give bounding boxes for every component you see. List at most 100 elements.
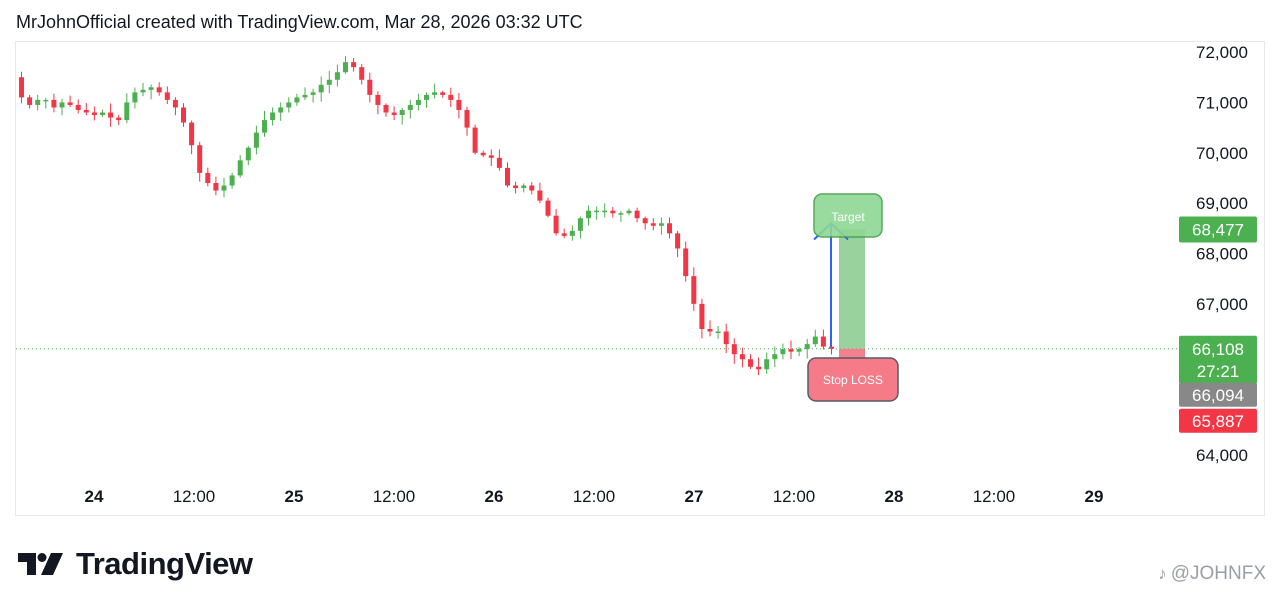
candle-body[interactable] bbox=[75, 104, 81, 110]
candle-body[interactable] bbox=[569, 230, 575, 236]
candle-body[interactable] bbox=[829, 346, 834, 349]
candle-body[interactable] bbox=[181, 107, 186, 123]
candle-body[interactable] bbox=[707, 329, 713, 332]
candle-body[interactable] bbox=[367, 79, 373, 95]
candle-body[interactable] bbox=[51, 99, 57, 108]
candle-body[interactable] bbox=[221, 185, 227, 191]
candle-body[interactable] bbox=[723, 331, 729, 345]
candle-body[interactable] bbox=[205, 172, 211, 183]
candle-body[interactable] bbox=[553, 215, 559, 234]
candle-body[interactable] bbox=[537, 190, 543, 201]
candle-body[interactable] bbox=[286, 102, 292, 108]
candle-body[interactable] bbox=[699, 303, 705, 330]
candle-body[interactable] bbox=[772, 354, 778, 360]
candle-body[interactable] bbox=[650, 223, 656, 226]
candle-body[interactable] bbox=[91, 112, 97, 116]
candle-body[interactable] bbox=[642, 218, 648, 224]
candle-body[interactable] bbox=[334, 72, 340, 80]
candle-body[interactable] bbox=[561, 233, 567, 236]
candle-body[interactable] bbox=[326, 79, 332, 85]
candle-body[interactable] bbox=[310, 92, 316, 95]
target-label-box[interactable] bbox=[813, 193, 883, 238]
candle-body[interactable] bbox=[27, 97, 33, 105]
candle-body[interactable] bbox=[343, 62, 348, 73]
candle-body[interactable] bbox=[399, 109, 405, 116]
tradingview-logo[interactable]: TradingView bbox=[18, 544, 253, 584]
candle-body[interactable] bbox=[731, 344, 737, 355]
candle-body[interactable] bbox=[715, 331, 721, 334]
candle-body[interactable] bbox=[359, 67, 365, 80]
chart-area[interactable]: 72,000 71,000 70,000 69,000 68,000 67,000 64,0… bbox=[15, 41, 1265, 516]
candle-body[interactable] bbox=[521, 185, 527, 189]
candle-body[interactable] bbox=[253, 132, 259, 148]
candle-body[interactable] bbox=[780, 349, 786, 355]
candle-body[interactable] bbox=[164, 92, 170, 100]
candle-body[interactable] bbox=[602, 210, 608, 213]
candle-body[interactable] bbox=[804, 344, 810, 350]
candle-body[interactable] bbox=[748, 359, 753, 367]
candle-body[interactable] bbox=[675, 233, 681, 249]
candle-body[interactable] bbox=[229, 175, 235, 186]
candle-body[interactable] bbox=[513, 185, 519, 189]
candle-body[interactable] bbox=[294, 97, 300, 103]
candle-body[interactable] bbox=[610, 210, 616, 214]
candle-body[interactable] bbox=[213, 182, 219, 191]
candle-body[interactable] bbox=[626, 210, 632, 214]
candle-body[interactable] bbox=[440, 92, 446, 95]
candle-body[interactable] bbox=[448, 94, 454, 100]
candle-body[interactable] bbox=[108, 112, 114, 118]
candle-body[interactable] bbox=[683, 248, 689, 277]
candle-body[interactable] bbox=[116, 117, 122, 121]
candle-body[interactable] bbox=[820, 336, 826, 347]
candle-body[interactable] bbox=[172, 99, 178, 108]
candle-body[interactable] bbox=[140, 89, 146, 93]
candle-body[interactable] bbox=[529, 185, 535, 191]
candle-body[interactable] bbox=[577, 218, 583, 231]
candle-body[interactable] bbox=[586, 210, 591, 219]
candle-body[interactable] bbox=[83, 109, 89, 113]
candle-body[interactable] bbox=[383, 104, 389, 113]
candle-body[interactable] bbox=[691, 276, 697, 304]
candle-body[interactable] bbox=[505, 167, 510, 186]
candle-body[interactable] bbox=[480, 152, 486, 156]
candle-body[interactable] bbox=[189, 122, 195, 146]
candle-body[interactable] bbox=[35, 99, 41, 105]
candle-body[interactable] bbox=[100, 112, 105, 116]
candle-body[interactable] bbox=[156, 87, 162, 93]
candlestick-chart[interactable]: 72,000 71,000 70,000 69,000 68,000 67,000 64,0… bbox=[16, 42, 1264, 515]
candle-body[interactable] bbox=[148, 87, 154, 90]
candle-body[interactable] bbox=[197, 145, 203, 173]
candle-body[interactable] bbox=[124, 102, 130, 121]
candle-body[interactable] bbox=[667, 223, 672, 234]
candle-body[interactable] bbox=[132, 92, 138, 103]
candle-body[interactable] bbox=[618, 213, 624, 215]
candle-body[interactable] bbox=[67, 102, 73, 105]
candle-body[interactable] bbox=[472, 127, 478, 153]
candle-body[interactable] bbox=[19, 77, 24, 98]
candle-body[interactable] bbox=[237, 160, 243, 176]
candle-body[interactable] bbox=[262, 120, 267, 133]
candle-body[interactable] bbox=[545, 200, 551, 216]
candle-body[interactable] bbox=[756, 366, 762, 370]
candle-body[interactable] bbox=[764, 359, 770, 370]
candle-body[interactable] bbox=[796, 349, 802, 352]
candle-body[interactable] bbox=[43, 99, 49, 102]
candle-body[interactable] bbox=[594, 210, 600, 213]
candle-body[interactable] bbox=[318, 84, 324, 93]
candle-body[interactable] bbox=[375, 94, 381, 105]
candle-body[interactable] bbox=[464, 109, 470, 128]
candle-body[interactable] bbox=[739, 354, 745, 360]
candle-body[interactable] bbox=[270, 112, 276, 121]
candle-body[interactable] bbox=[278, 107, 284, 113]
candle-body[interactable] bbox=[415, 99, 421, 105]
candle-body[interactable] bbox=[59, 102, 65, 108]
candle-body[interactable] bbox=[496, 157, 502, 168]
candle-body[interactable] bbox=[351, 62, 357, 68]
candle-body[interactable] bbox=[302, 94, 308, 98]
candle-body[interactable] bbox=[391, 112, 397, 116]
candle-body[interactable] bbox=[658, 223, 664, 226]
candle-body[interactable] bbox=[245, 147, 251, 161]
candle-body[interactable] bbox=[488, 155, 494, 158]
stop-loss-label-box[interactable] bbox=[807, 357, 899, 402]
candle-body[interactable] bbox=[407, 104, 413, 110]
